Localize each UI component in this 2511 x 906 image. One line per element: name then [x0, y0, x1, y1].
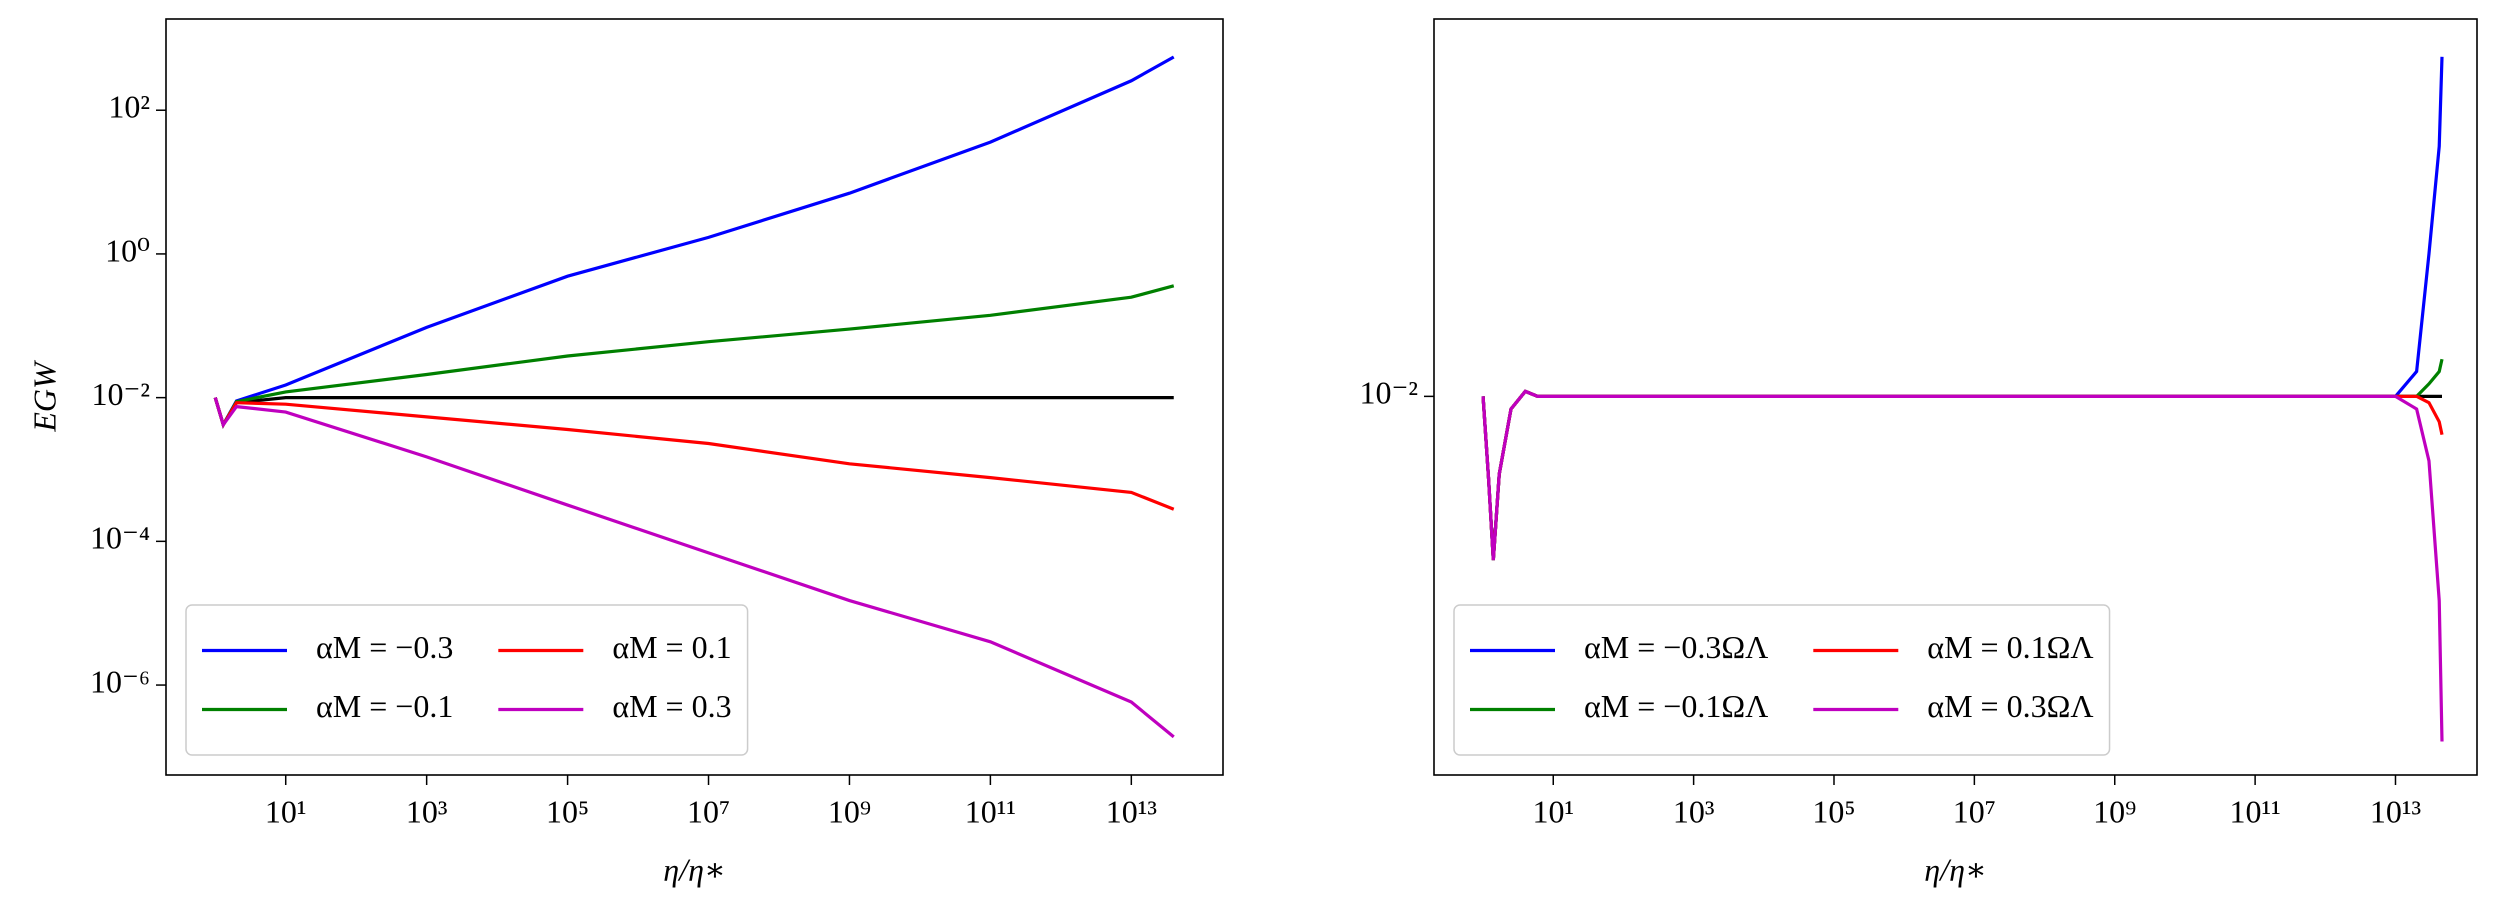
legend-label: αM = −0.1: [316, 688, 453, 724]
data-line: [1481, 56, 2444, 561]
x-tick-label: 10³: [406, 793, 448, 829]
legend-frame: [1453, 604, 2111, 756]
legend-label: αM = −0.3: [316, 629, 453, 665]
x-tick-label: 10⁵: [1812, 793, 1855, 829]
axes-frame: [1433, 18, 2478, 776]
legend-label: αM = 0.3: [612, 688, 731, 724]
data-line: [1481, 389, 2442, 561]
x-tick-label: 10⁷: [687, 793, 730, 829]
y-tick-label: 10⁻²: [92, 376, 150, 412]
y-tick-label: 10⁻⁶: [90, 663, 150, 699]
legend-label: αM = 0.1ΩΛ: [1927, 629, 2093, 665]
data-line: [213, 397, 1175, 511]
legend-label: αM = 0.1: [612, 629, 731, 665]
x-tick-label: 10⁹: [2093, 793, 2136, 829]
legend-label: αM = −0.1ΩΛ: [1584, 688, 1768, 724]
legend-frame: [185, 604, 749, 756]
y-tick-label: 10²: [108, 89, 150, 125]
y-tick-label: 10⁰: [105, 232, 150, 268]
x-tick-label: 10¹³: [2370, 793, 2421, 829]
legend: αM = −0.3ΩΛ αM = −0.1ΩΛ αM = 0.1ΩΛ αM = 0.3…: [1453, 604, 2111, 756]
x-axis-label: η/η∗: [1924, 851, 1986, 887]
data-line: [1481, 358, 2444, 561]
x-tick-label: 10¹¹: [2230, 793, 2281, 829]
data-line: [213, 55, 1175, 429]
y-tick-label: 10⁻⁴: [90, 520, 150, 556]
legend-label: αM = 0.3ΩΛ: [1927, 688, 2093, 724]
data-line: [1481, 389, 2444, 561]
data-line: [213, 397, 1175, 739]
x-tick-label: 10³: [1673, 793, 1715, 829]
axes-frame: [165, 18, 1224, 776]
x-tick-label: 10¹: [265, 793, 307, 829]
x-tick-label: 10¹¹: [965, 793, 1016, 829]
y-axis-label: EGW: [26, 359, 62, 433]
x-axis-label: η/η∗: [663, 851, 725, 887]
legend-label: αM = −0.3ΩΛ: [1584, 629, 1768, 665]
data-line: [1481, 389, 2444, 742]
legend: αM = −0.3 αM = −0.1 αM = 0.1 αM = 0.3: [185, 604, 749, 756]
x-tick-label: 10¹³: [1106, 793, 1157, 829]
x-tick-label: 10¹: [1532, 793, 1574, 829]
y-tick-label: 10⁻²: [1360, 375, 1418, 411]
x-tick-label: 10⁵: [546, 793, 589, 829]
x-tick-label: 10⁷: [1953, 793, 1996, 829]
x-tick-label: 10⁹: [828, 793, 871, 829]
